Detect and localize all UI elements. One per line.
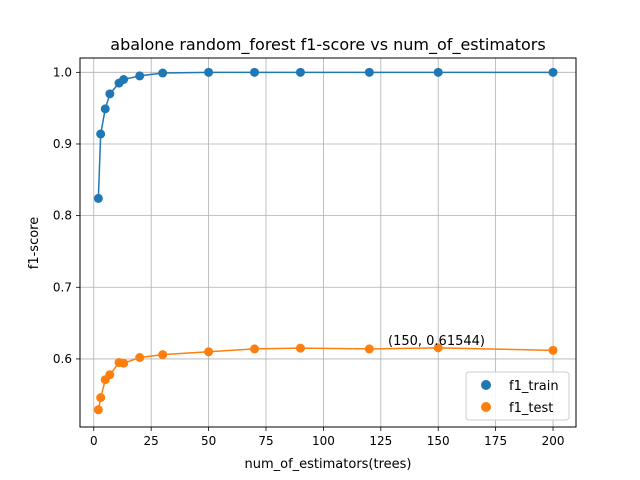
data-point-f1-test: [93, 405, 103, 415]
x-tick-label: 0: [90, 434, 98, 448]
x-tick-label: 200: [542, 434, 565, 448]
data-point-f1-test: [158, 350, 168, 360]
x-tick-label: 150: [427, 434, 450, 448]
x-tick-label: 125: [369, 434, 392, 448]
data-point-f1-train: [433, 67, 443, 77]
data-point-f1-train: [158, 68, 168, 78]
data-point-f1-train: [100, 104, 110, 114]
plot-area: [80, 58, 576, 427]
x-axis-ticks: 0 25 50 75 100 125 150 175 200: [90, 427, 565, 448]
legend-label-f1-train: f1_train: [509, 379, 559, 394]
y-tick-label: 0.9: [53, 137, 72, 151]
data-point-f1-train: [204, 67, 214, 77]
plot-frame: [79, 57, 577, 428]
legend-marker-f1-test: [481, 402, 491, 412]
x-axis-label: num_of_estimators(trees): [244, 457, 411, 472]
x-tick-label: 175: [484, 434, 507, 448]
data-point-f1-test: [364, 344, 374, 354]
data-point-f1-train: [119, 74, 129, 84]
y-axis-label: f1-score: [27, 217, 42, 269]
data-point-f1-train: [250, 67, 260, 77]
y-axis-ticks: 0.6 0.7 0.8 0.9 1.0: [53, 65, 80, 366]
y-tick-label: 1.0: [53, 65, 72, 79]
legend-box: [465, 371, 570, 421]
data-point-f1-train: [135, 71, 145, 81]
data-point-f1-train: [364, 67, 374, 77]
legend: f1_train f1_test: [465, 371, 570, 421]
y-tick-label: 0.7: [53, 280, 72, 294]
legend-marker-f1-train: [481, 380, 491, 390]
max-point-annotation: (150, 0.61544): [388, 334, 485, 349]
x-tick-label: 25: [144, 434, 159, 448]
data-point-f1-test: [250, 344, 260, 354]
grid-lines: [80, 58, 576, 427]
data-point-f1-train: [295, 67, 305, 77]
data-point-f1-test: [204, 347, 214, 357]
data-point-f1-test: [433, 343, 443, 353]
data-point-f1-train: [105, 89, 115, 99]
data-point-f1-train: [548, 67, 558, 77]
data-point-f1-test: [96, 393, 106, 403]
data-point-f1-test: [548, 345, 558, 355]
data-point-f1-test: [135, 352, 145, 362]
data-point-f1-train: [96, 129, 106, 139]
chart-title: abalone random_forest f1-score vs num_of…: [110, 35, 545, 55]
data-point-f1-test: [105, 370, 115, 380]
x-tick-label: 75: [258, 434, 273, 448]
x-tick-label: 100: [312, 434, 335, 448]
y-tick-label: 0.6: [53, 352, 72, 366]
data-point-f1-test: [295, 343, 305, 353]
y-tick-label: 0.8: [53, 209, 72, 223]
data-point-f1-train: [93, 193, 103, 203]
x-tick-label: 50: [201, 434, 216, 448]
series-points: [93, 67, 558, 415]
data-point-f1-test: [119, 358, 129, 368]
legend-label-f1-test: f1_test: [509, 401, 553, 416]
